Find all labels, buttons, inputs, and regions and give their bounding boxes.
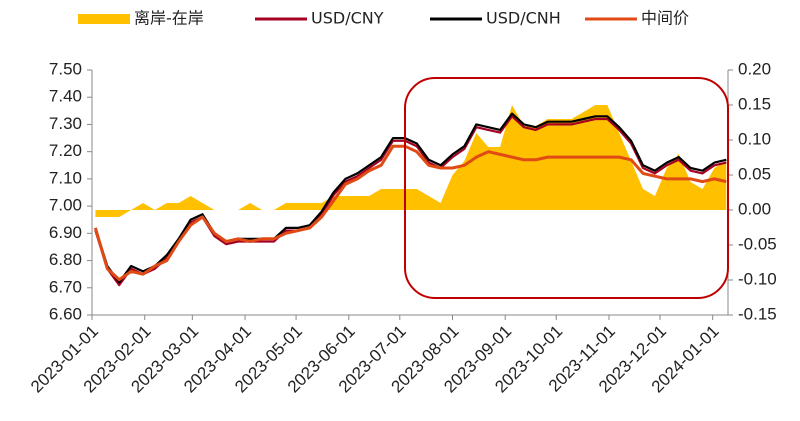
y-tick-label: 6.90 — [49, 223, 82, 242]
y2-tick-label: -0.10 — [738, 269, 777, 288]
legend-item: 中间价 — [585, 9, 689, 28]
y-tick-label: 6.60 — [49, 304, 82, 323]
series-line — [93, 144, 727, 282]
legend-item: USD/CNH — [430, 9, 561, 28]
legend-label: USD/CNH — [486, 9, 561, 28]
y-tick-label: 7.30 — [49, 114, 82, 133]
legend-swatch — [78, 14, 130, 24]
legend-item: 离岸-在岸 — [78, 9, 204, 28]
y-tick-label: 6.70 — [49, 277, 82, 296]
y-tick-label: 7.00 — [49, 196, 82, 215]
spread-area — [95, 105, 727, 217]
highlight-box — [404, 77, 729, 299]
y-tick-label: 7.20 — [49, 141, 82, 160]
y2-tick-label: 0.05 — [738, 164, 771, 183]
y2-tick-label: -0.05 — [738, 234, 777, 253]
y2-tick-label: 0.00 — [738, 199, 771, 218]
y2-tick-label: 0.20 — [738, 59, 771, 78]
series-line — [94, 112, 727, 284]
y-tick-label: 7.10 — [49, 168, 82, 187]
legend-label: 中间价 — [641, 9, 689, 28]
y-tick-label: 6.80 — [49, 250, 82, 269]
legend-label: USD/CNY — [311, 9, 384, 28]
y2-tick-label: 0.10 — [738, 129, 771, 148]
y-tick-label: 7.50 — [49, 59, 82, 78]
y-tick-label: 7.40 — [49, 87, 82, 106]
legend-item: USD/CNY — [255, 9, 384, 28]
legend-label: 离岸-在岸 — [134, 9, 204, 28]
y2-tick-label: -0.15 — [738, 304, 777, 323]
y2-tick-label: 0.15 — [738, 94, 771, 113]
